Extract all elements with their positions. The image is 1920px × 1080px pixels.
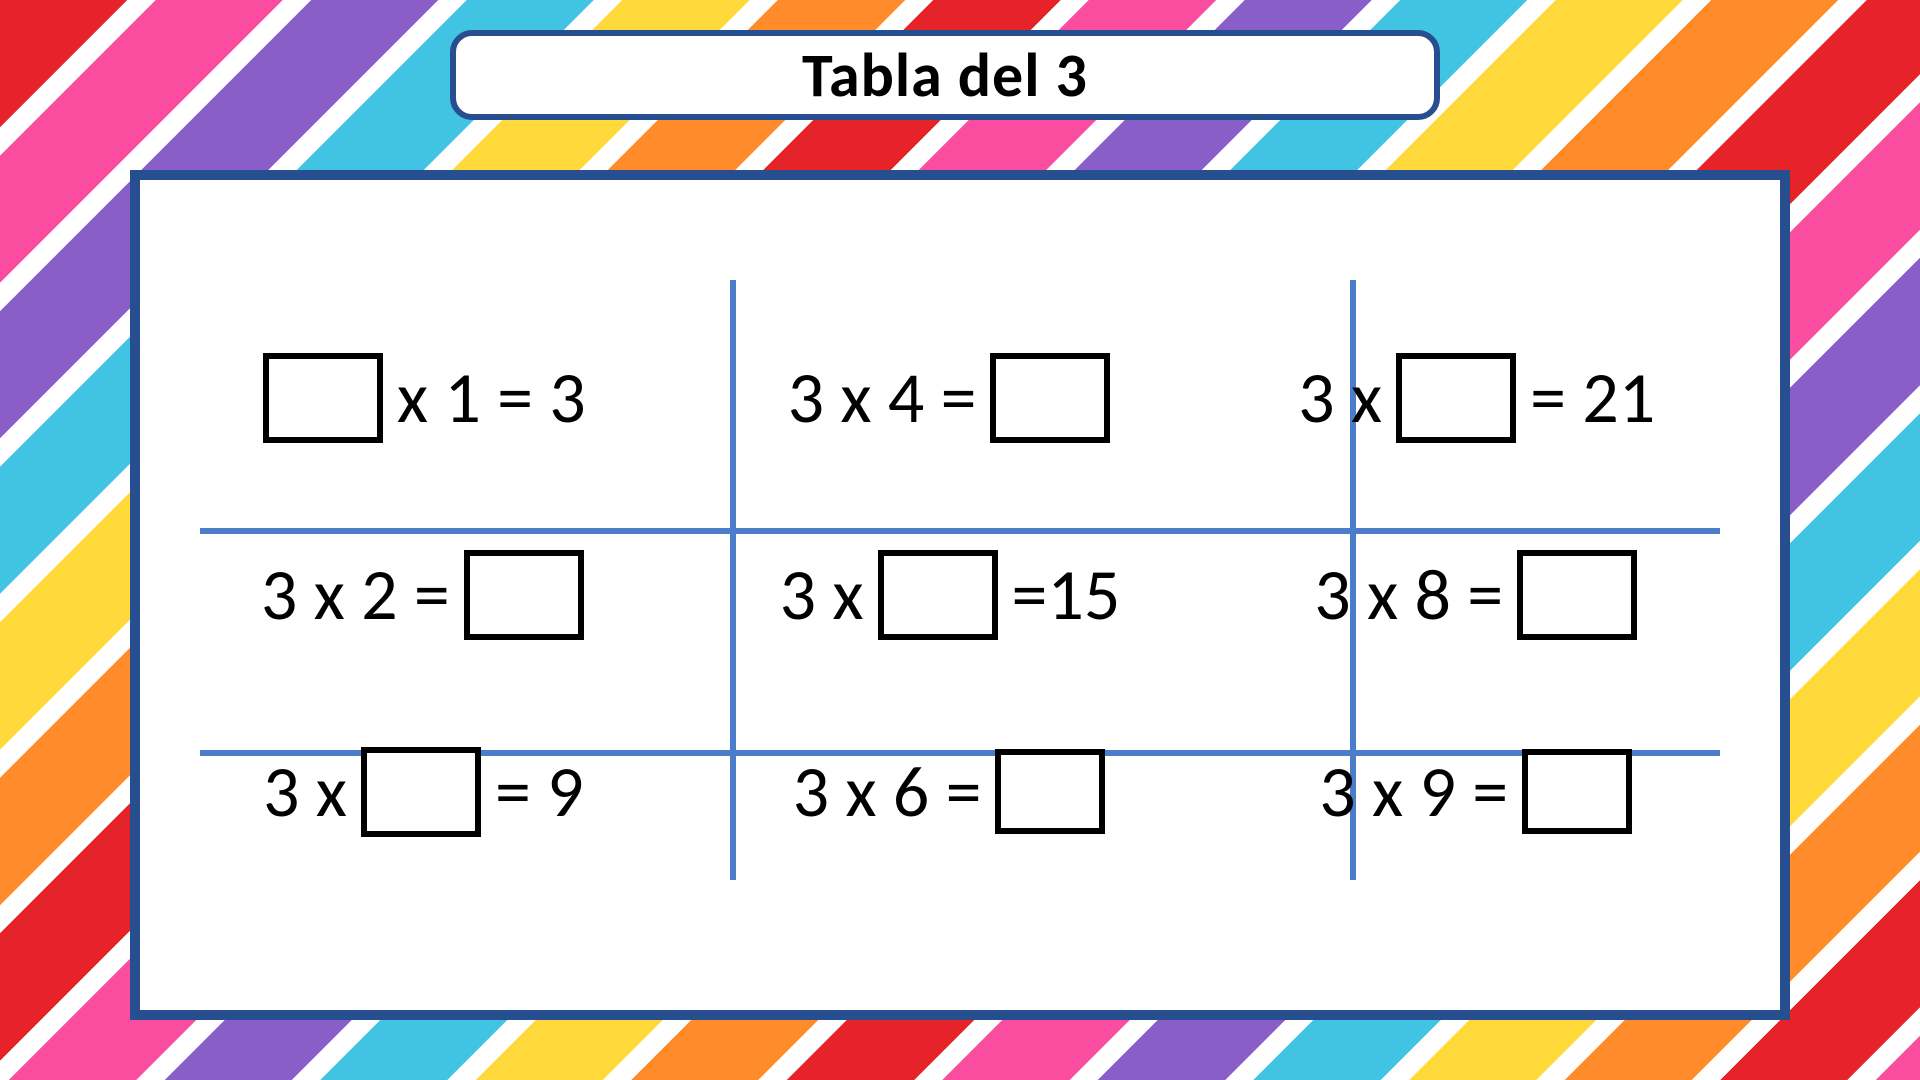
equation-text: 3 x 8 = xyxy=(1308,551,1509,639)
blank-box[interactable] xyxy=(995,749,1105,834)
equation-cell: 3 x = 21 xyxy=(1213,300,1740,497)
equation-cell: 3 x 6 = xyxy=(687,693,1214,890)
blank-box[interactable] xyxy=(1522,749,1632,834)
worksheet-panel: x 1 = 33 x 4 =3 x = 213 x 2 = 3 x=153 x … xyxy=(130,170,1790,1020)
blank-box[interactable] xyxy=(1396,353,1516,443)
equation-text: x 1 = 3 xyxy=(391,354,592,442)
equation-cell: 3 x = 9 xyxy=(160,693,687,890)
equation-grid: x 1 = 33 x 4 =3 x = 213 x 2 = 3 x=153 x … xyxy=(160,300,1740,890)
equation-text: 3 x 6 = xyxy=(787,748,988,836)
equation-cell: 3 x 2 = xyxy=(160,497,687,694)
equation-cell: 3 x =15 xyxy=(687,497,1214,694)
equation-text: 3 x 2 = xyxy=(255,551,456,639)
equation-cell: x 1 = 3 xyxy=(160,300,687,497)
blank-box[interactable] xyxy=(1517,550,1637,640)
blank-box[interactable] xyxy=(361,747,481,837)
blank-box[interactable] xyxy=(464,550,584,640)
equation-cell: 3 x 9 = xyxy=(1213,693,1740,890)
equation-text: = 9 xyxy=(489,748,590,836)
page-title: Tabla del 3 xyxy=(802,37,1088,113)
equation-cell: 3 x 8 = xyxy=(1213,497,1740,694)
title-box: Tabla del 3 xyxy=(450,30,1440,120)
equation-text: 3 x 4 = xyxy=(782,354,983,442)
equation-cell: 3 x 4 = xyxy=(687,300,1214,497)
equation-text: 3 x xyxy=(257,748,353,836)
equation-text: 3 x xyxy=(1292,354,1388,442)
equation-text: 3 x xyxy=(774,551,870,639)
blank-box[interactable] xyxy=(263,353,383,443)
equation-text: =15 xyxy=(1006,551,1127,639)
blank-box[interactable] xyxy=(990,353,1110,443)
equation-text: = 21 xyxy=(1524,354,1661,442)
equation-text: 3 x 9 = xyxy=(1313,748,1514,836)
blank-box[interactable] xyxy=(878,550,998,640)
